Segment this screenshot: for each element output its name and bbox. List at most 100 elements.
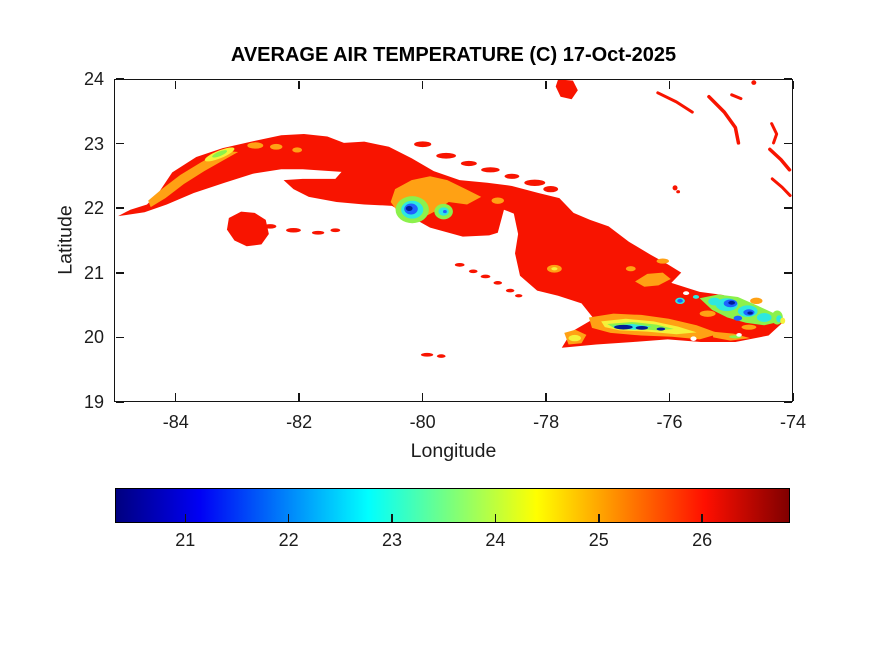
white-hole-2	[736, 333, 742, 337]
escambray-spot2-blue	[443, 209, 447, 214]
bahamas-dot-3	[751, 80, 757, 85]
colorbar-tick	[598, 514, 600, 522]
y-tick-right	[783, 142, 792, 145]
x-tick-bottom	[545, 392, 547, 401]
west-green-core	[212, 150, 228, 158]
holguin-orange	[635, 272, 671, 287]
ne-cluster-navy-1	[728, 300, 736, 305]
colorbar-tick-label: 25	[588, 530, 609, 550]
key-jardines-4	[493, 281, 503, 285]
sierra-maestra-navy-1	[614, 324, 633, 330]
west-orange-band	[148, 150, 239, 208]
bahamas-blob	[555, 80, 578, 100]
y-tick-left	[115, 272, 124, 274]
key-north-4	[481, 167, 500, 173]
x-tick-top	[545, 80, 547, 89]
white-hole-3	[683, 291, 690, 296]
key-jardines-6	[515, 294, 523, 298]
y-tick-left	[115, 401, 124, 403]
ne-cluster-cyan-4	[708, 297, 721, 306]
y-tick-right	[783, 272, 792, 274]
y-tick-label: 19	[83, 392, 104, 412]
nw-orange-blob-1	[247, 142, 264, 149]
x-tick-label: -84	[162, 412, 189, 432]
white-hole-1	[690, 336, 697, 341]
key-north-1	[414, 141, 432, 148]
x-tick-top	[668, 80, 671, 89]
holguin-orange-3	[625, 266, 636, 272]
colorbar-tick-label: 24	[485, 530, 506, 550]
key-jardines-5	[505, 288, 515, 293]
little-cayman	[436, 354, 446, 358]
key-north-7	[543, 185, 559, 193]
x-tick-top	[298, 80, 300, 89]
nw-orange-blob-3	[292, 147, 303, 153]
y-tick-label: 20	[83, 327, 104, 348]
x-tick-label: -74	[779, 412, 806, 432]
colorbar-tick-label: 21	[175, 530, 196, 550]
key-canarreos-3	[311, 230, 325, 235]
colorbar-tick-label: 22	[278, 530, 299, 550]
bahamas-chain-1	[656, 91, 694, 114]
plot-area	[114, 79, 793, 402]
cayman-brac	[420, 352, 434, 357]
y-tick-label: 21	[83, 262, 104, 283]
cabo-cruz-yellow	[568, 334, 581, 342]
tunas-yellow-dot	[551, 267, 558, 271]
x-axis-label: Longitude	[410, 440, 497, 462]
key-jardines-1	[454, 262, 465, 267]
key-canarreos-2	[286, 227, 301, 233]
colorbar-tick-label: 26	[692, 530, 713, 550]
x-tick-top	[174, 80, 177, 89]
nipe-blue-dot	[677, 298, 683, 303]
y-axis-label: Latitude	[54, 205, 77, 275]
x-tick-bottom	[668, 392, 671, 401]
nw-orange-blob-2	[270, 143, 283, 150]
colorbar-tick	[494, 514, 497, 522]
nipe-cyan-dot-2	[692, 295, 700, 299]
escambray-spot-navy	[405, 205, 413, 211]
key-north-5	[504, 173, 520, 179]
x-tick-label: -78	[533, 412, 560, 432]
isla-de-la-juventud	[226, 211, 269, 247]
y-tick-left	[115, 78, 124, 80]
key-north-6	[524, 179, 546, 186]
x-tick-bottom	[792, 392, 794, 401]
colorbar-tick-label: 23	[382, 530, 403, 550]
key-north-2	[436, 152, 456, 159]
chart-title: AVERAGE AIR TEMPERATURE (C) 17-Oct-2025	[230, 44, 677, 66]
sierra-maestra-navy-2	[635, 325, 649, 330]
ne-orange-accent-1	[699, 310, 716, 317]
y-tick-right	[783, 336, 792, 339]
colorbar-tick	[184, 514, 187, 522]
bahamas-dash	[730, 93, 743, 101]
key-north-3	[460, 160, 477, 167]
key-jardines-2	[468, 269, 478, 274]
cuba-temperature-map	[118, 80, 792, 358]
colorbar	[115, 488, 790, 523]
colorbar-tick	[287, 514, 290, 522]
y-tick-label: 24	[83, 69, 104, 89]
bahamas-chain-5	[770, 177, 792, 198]
y-tick-label: 22	[83, 198, 104, 219]
x-tick-label: -80	[409, 412, 436, 432]
x-tick-bottom	[174, 392, 177, 401]
sierra-maestra-navy-3	[656, 327, 666, 331]
y-tick-label: 23	[83, 133, 104, 154]
bahamas-chain-4	[768, 147, 792, 172]
bahamas-dot-2	[676, 190, 681, 194]
camaguey-orange-blob	[491, 197, 504, 204]
bahamas-chain-3	[770, 122, 779, 145]
ne-cluster-blue-3	[733, 315, 743, 321]
y-tick-left	[115, 336, 124, 339]
ne-orange-accent-2	[750, 297, 763, 305]
x-tick-top	[421, 80, 424, 89]
y-tick-right	[783, 78, 792, 80]
y-tick-right	[783, 401, 792, 403]
key-canarreos-4	[330, 228, 341, 233]
key-canarreos-1	[263, 224, 277, 229]
holguin-orange-2	[656, 258, 669, 264]
x-tick-bottom	[298, 392, 300, 401]
x-tick-top	[792, 80, 794, 89]
